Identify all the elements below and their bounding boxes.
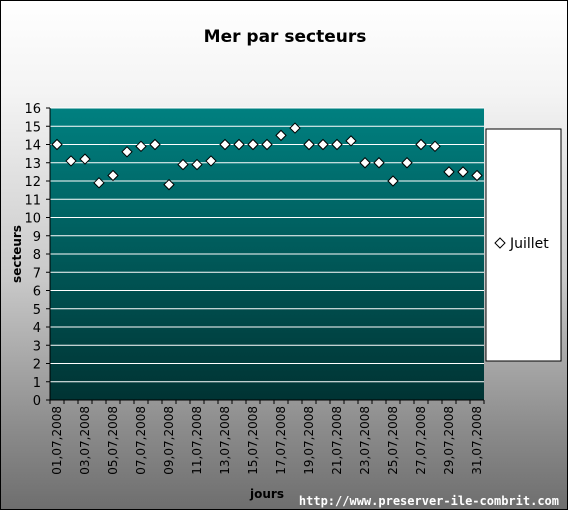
data-point — [51, 138, 63, 151]
legend: Juillet — [485, 128, 562, 362]
data-point — [275, 129, 287, 142]
y-tick-label: 12 — [24, 175, 41, 190]
data-point — [261, 138, 273, 151]
data-point — [219, 138, 231, 151]
y-tick-label: 2 — [33, 358, 41, 373]
x-tick-label: 15,07,2008 — [246, 406, 260, 475]
data-point — [107, 169, 119, 182]
data-point — [457, 166, 469, 178]
data-point — [65, 155, 77, 167]
y-tick-label: 16 — [24, 102, 41, 117]
data-point — [359, 157, 371, 169]
footer-url: http://www.preserver-ile-combrit.com — [299, 494, 559, 508]
data-point — [289, 122, 301, 134]
data-point — [163, 178, 175, 191]
data-point — [149, 138, 161, 151]
data-point — [387, 175, 399, 187]
x-tick-label: 07,07,2008 — [134, 406, 148, 475]
data-point — [331, 138, 343, 151]
x-tick-label: 23,07,2008 — [358, 406, 372, 475]
y-tick-label: 4 — [33, 321, 41, 336]
x-tick-label: 13,07,2008 — [218, 406, 232, 475]
data-point — [303, 138, 315, 151]
x-tick-label: 11,07,2008 — [190, 406, 204, 475]
y-tick-label: 11 — [24, 193, 41, 208]
data-point — [205, 155, 217, 167]
x-tick-label: 31,07,2008 — [470, 406, 484, 475]
x-tick-label: 09,07,2008 — [162, 406, 176, 475]
chart-title: Mer par secteurs — [204, 27, 367, 47]
data-point — [401, 157, 413, 169]
y-tick-label: 6 — [33, 285, 41, 300]
x-tick-label: 29,07,2008 — [442, 406, 456, 475]
y-tick-label: 0 — [33, 394, 41, 409]
data-point — [177, 158, 189, 171]
data-point — [443, 166, 455, 178]
x-tick-label: 19,07,2008 — [302, 406, 316, 475]
data-point — [373, 157, 385, 169]
data-point — [135, 140, 147, 153]
x-tick-label: 03,07,2008 — [78, 406, 92, 475]
data-point — [93, 177, 105, 189]
y-tick-label: 15 — [24, 120, 41, 135]
x-tick-label: 21,07,2008 — [330, 406, 344, 475]
y-tick-label: 1 — [33, 376, 41, 391]
y-tick-label: 13 — [24, 157, 41, 172]
y-tick-label: 14 — [24, 139, 41, 154]
data-point — [247, 138, 259, 151]
x-tick-label: 17,07,2008 — [274, 406, 288, 475]
y-tick-label: 9 — [33, 230, 41, 245]
y-tick-label: 5 — [33, 303, 41, 318]
y-tick-label: 8 — [33, 248, 41, 263]
x-tick-label: 01,07,2008 — [50, 406, 64, 475]
data-point — [191, 158, 203, 171]
x-axis-title: jours — [249, 487, 284, 501]
x-tick-label: 05,07,2008 — [106, 406, 120, 475]
data-point — [471, 169, 483, 182]
x-tick-labels: 01,07,2008 03,07,2008 05,07,2008 07,07,2008… — [50, 406, 484, 475]
data-point — [317, 138, 329, 151]
y-tick-label: 10 — [24, 212, 41, 227]
axes — [49, 108, 485, 404]
y-axis-title: secteurs — [10, 225, 24, 283]
legend-diamond-marker — [494, 237, 506, 249]
x-tick-label: 27,07,2008 — [414, 406, 428, 475]
y-tick-label: 7 — [33, 266, 41, 281]
y-tick-label: 3 — [33, 339, 41, 354]
data-points — [51, 122, 483, 191]
data-point — [121, 146, 133, 158]
legend-label-juillet: Juillet — [509, 236, 549, 252]
data-point — [233, 138, 245, 151]
data-point — [429, 140, 441, 153]
data-point — [415, 138, 427, 151]
data-point — [79, 153, 91, 165]
data-point — [345, 135, 357, 147]
x-tick-label: 25,07,2008 — [386, 406, 400, 475]
